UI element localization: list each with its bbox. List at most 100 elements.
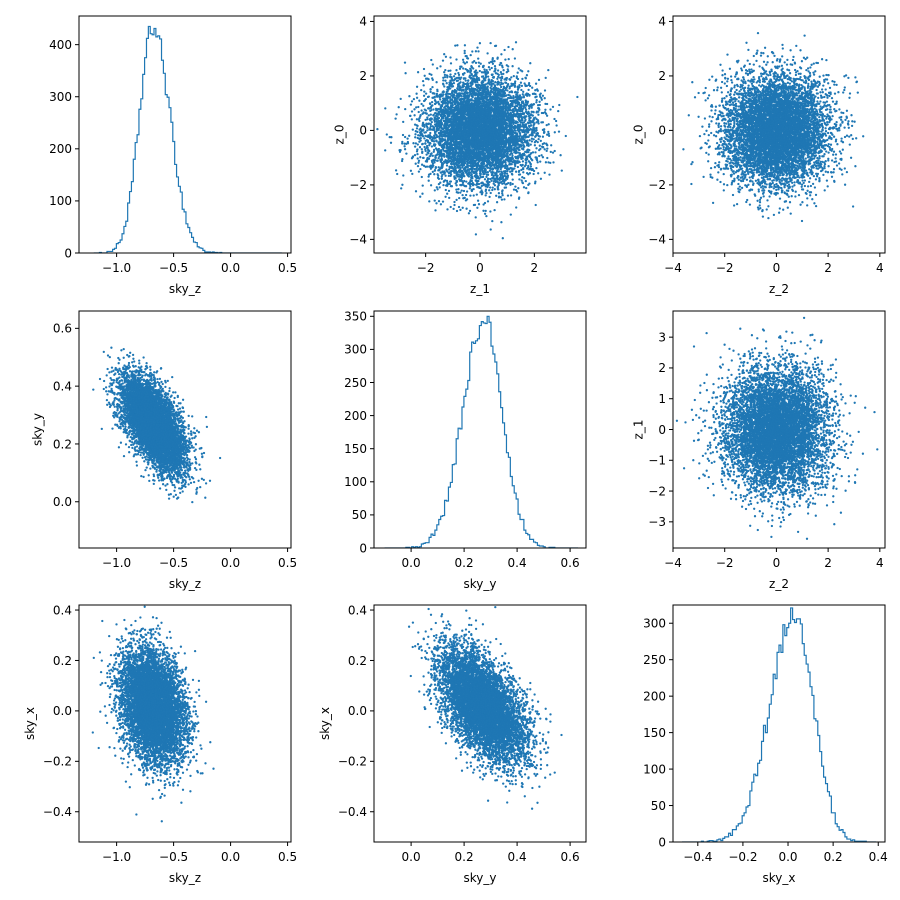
scatter-point bbox=[536, 140, 539, 144]
scatter-point bbox=[504, 176, 508, 180]
scatter-point bbox=[529, 163, 532, 166]
scatter-point bbox=[523, 176, 526, 180]
scatter-point bbox=[460, 76, 463, 79]
scatter-point bbox=[537, 113, 540, 116]
scatter-point bbox=[460, 65, 463, 68]
scatter-point bbox=[431, 104, 434, 107]
scatter-point bbox=[435, 81, 438, 84]
scatter-point bbox=[421, 112, 424, 115]
scatter-point bbox=[443, 85, 446, 88]
scatter-point bbox=[429, 113, 432, 116]
scatter-point bbox=[520, 179, 523, 182]
scatter-point bbox=[458, 196, 461, 200]
scatter-point bbox=[496, 69, 500, 72]
scatter-point bbox=[448, 182, 451, 186]
scatter-point bbox=[534, 89, 537, 92]
scatter-point bbox=[479, 170, 482, 173]
scatter-point bbox=[418, 99, 421, 102]
scatter-point bbox=[455, 117, 459, 120]
scatter-point bbox=[424, 109, 428, 112]
scatter-point bbox=[527, 144, 530, 147]
scatter-point bbox=[491, 58, 494, 61]
scatter-point bbox=[468, 74, 472, 77]
scatter-point bbox=[499, 71, 503, 74]
scatter-point bbox=[417, 110, 420, 114]
scatter-point bbox=[451, 121, 455, 125]
scatter-point bbox=[493, 60, 496, 63]
scatter-point bbox=[485, 214, 488, 218]
scatter-point bbox=[478, 69, 481, 73]
scatter-point bbox=[490, 163, 494, 167]
scatter-point bbox=[408, 134, 411, 137]
scatter-point bbox=[519, 123, 522, 126]
scatter-point bbox=[447, 128, 450, 131]
scatter-point bbox=[504, 81, 507, 84]
scatter-point bbox=[529, 121, 532, 124]
scatter-point bbox=[437, 182, 441, 186]
scatter-point bbox=[538, 144, 541, 147]
scatter-point bbox=[474, 61, 478, 65]
scatter-point bbox=[436, 88, 439, 91]
scatter-point bbox=[522, 125, 525, 128]
scatter-point bbox=[460, 189, 463, 192]
scatter-point bbox=[413, 114, 416, 117]
scatter-point bbox=[455, 58, 458, 61]
scatter-point bbox=[417, 105, 420, 109]
scatter-point bbox=[539, 147, 542, 151]
scatter-point bbox=[446, 208, 449, 211]
scatter-point bbox=[401, 183, 404, 186]
scatter-point bbox=[524, 119, 527, 122]
scatter-point bbox=[482, 203, 485, 206]
scatter-point bbox=[484, 189, 487, 193]
scatter-point bbox=[529, 165, 533, 168]
scatter-point bbox=[427, 175, 430, 178]
scatter-point bbox=[478, 78, 481, 82]
scatter-point bbox=[466, 126, 469, 130]
scatter-point bbox=[462, 61, 465, 64]
scatter-point bbox=[501, 190, 504, 193]
scatter-point bbox=[524, 179, 527, 183]
scatter-point bbox=[409, 103, 413, 106]
scatter-point bbox=[415, 150, 419, 153]
scatter-point bbox=[550, 144, 553, 147]
scatter-point bbox=[489, 41, 492, 45]
scatter-point bbox=[521, 123, 525, 126]
scatter-point bbox=[536, 161, 539, 164]
scatter-point bbox=[442, 119, 446, 123]
scatter-point bbox=[426, 118, 429, 121]
scatter-point bbox=[423, 90, 426, 93]
scatter-point bbox=[458, 170, 461, 173]
x-axis-label: sky_z bbox=[169, 282, 201, 296]
scatter-point bbox=[424, 148, 427, 151]
scatter-point bbox=[420, 88, 423, 92]
scatter-point bbox=[535, 126, 538, 130]
scatter-point bbox=[535, 101, 538, 104]
scatter-point bbox=[557, 130, 561, 133]
scatter-point bbox=[434, 117, 437, 120]
scatter-point bbox=[474, 216, 477, 219]
scatter-point bbox=[535, 110, 539, 113]
scatter-point bbox=[528, 94, 531, 97]
scatter-point bbox=[477, 65, 481, 68]
scatter-point bbox=[506, 164, 509, 168]
scatter-point bbox=[528, 107, 531, 110]
scatter-point bbox=[521, 70, 524, 73]
scatter-point bbox=[457, 73, 461, 77]
scatter-point bbox=[544, 112, 548, 115]
scatter-point bbox=[491, 170, 494, 174]
scatter-point bbox=[519, 143, 522, 146]
scatter-point bbox=[511, 104, 514, 108]
scatter-point bbox=[535, 166, 538, 170]
scatter-point bbox=[486, 177, 490, 181]
scatter-point bbox=[484, 79, 487, 82]
scatter-point bbox=[432, 126, 436, 130]
scatter-point bbox=[429, 126, 432, 130]
scatter-point bbox=[511, 65, 514, 68]
scatter-point bbox=[514, 188, 518, 192]
scatter-point bbox=[443, 145, 446, 148]
scatter-point bbox=[476, 86, 479, 89]
scatter-point bbox=[517, 67, 520, 70]
y-tick-label: 100 bbox=[49, 194, 72, 208]
scatter-point bbox=[509, 170, 512, 173]
scatter-point bbox=[490, 179, 493, 182]
